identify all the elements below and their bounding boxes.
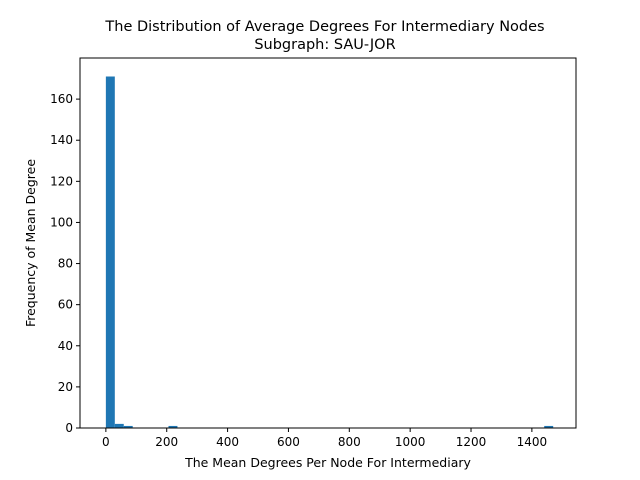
bars-group bbox=[105, 76, 554, 428]
x-axis-ticks: 0 200 400 600 800 1000 1200 1400 bbox=[102, 428, 547, 449]
x-tick-label: 200 bbox=[155, 435, 178, 449]
x-tick-label: 0 bbox=[102, 435, 110, 449]
histogram-bar-2 bbox=[123, 425, 133, 428]
histogram-bar-4 bbox=[544, 425, 554, 428]
x-tick-label: 1000 bbox=[395, 435, 426, 449]
plot-frame bbox=[79, 57, 577, 429]
y-tick-label: 100 bbox=[50, 215, 73, 229]
chart-title: The Distribution of Average Degrees For … bbox=[104, 19, 544, 35]
x-axis-label: The Mean Degrees Per Node For Intermedia… bbox=[184, 455, 471, 470]
y-axis-ticks: 0 20 40 60 80 100 120 140 160 bbox=[50, 92, 80, 435]
y-tick-label: 160 bbox=[50, 92, 73, 106]
chart-subtitle: Subgraph: SAU-JOR bbox=[254, 37, 395, 53]
y-tick-label: 140 bbox=[50, 133, 73, 147]
y-tick-label: 60 bbox=[58, 298, 73, 312]
y-tick-label: 40 bbox=[58, 339, 73, 353]
x-tick-label: 800 bbox=[338, 435, 361, 449]
y-tick-label: 20 bbox=[58, 380, 73, 394]
x-tick-label: 400 bbox=[216, 435, 239, 449]
histogram-bar-1 bbox=[114, 423, 124, 428]
y-tick-label: 80 bbox=[58, 257, 73, 271]
x-tick-label: 1400 bbox=[517, 435, 548, 449]
histogram-bar-3 bbox=[168, 425, 178, 428]
histogram-bar-0 bbox=[105, 76, 115, 428]
y-tick-label: 0 bbox=[65, 421, 73, 435]
x-tick-label: 1200 bbox=[456, 435, 487, 449]
y-tick-label: 120 bbox=[50, 174, 73, 188]
x-tick-label: 600 bbox=[277, 435, 300, 449]
y-axis-label: Frequency of Mean Degree bbox=[23, 159, 38, 327]
